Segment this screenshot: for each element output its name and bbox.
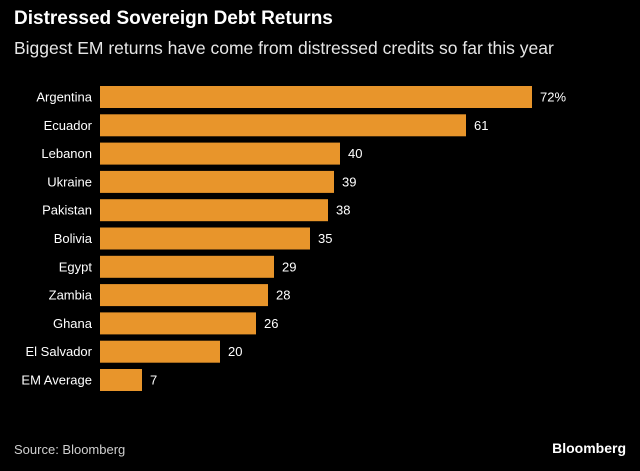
value-label: 40 [348, 146, 362, 161]
bar [100, 86, 532, 108]
category-label: Ukraine [47, 174, 92, 189]
value-label: 20 [228, 344, 242, 359]
bar [100, 227, 310, 250]
bar [100, 284, 268, 307]
category-label: Egypt [59, 259, 93, 274]
category-label: Argentina [36, 90, 92, 105]
bar-chart: Argentina 72% Ecuador 61 Lebanon 40 Ukraine 39 P… [21, 86, 566, 391]
value-label: 29 [282, 259, 296, 274]
bar [100, 312, 256, 335]
chart-title: Distressed Sovereign Debt Returns [14, 8, 333, 29]
value-label: 7 [150, 373, 157, 388]
category-label: EM Average [21, 373, 92, 388]
category-label: Bolivia [54, 231, 93, 246]
category-label: Pakistan [42, 203, 92, 218]
bar [100, 114, 466, 137]
value-label: 35 [318, 231, 332, 246]
category-label: Ghana [53, 316, 93, 331]
bar [100, 369, 142, 391]
bar [100, 199, 328, 222]
value-label: 38 [336, 203, 350, 218]
bar [100, 170, 334, 193]
value-label: 72% [540, 90, 566, 105]
value-label: 26 [264, 316, 278, 331]
category-label: El Salvador [26, 344, 93, 359]
value-label: 39 [342, 174, 356, 189]
bar [100, 340, 220, 363]
category-label: Zambia [49, 288, 93, 303]
bloomberg-logo: Bloomberg [552, 440, 626, 456]
bar [100, 255, 274, 278]
value-label: 28 [276, 288, 290, 303]
value-label: 61 [474, 118, 488, 133]
chart-subtitle: Biggest EM returns have come from distre… [14, 38, 554, 58]
category-label: Lebanon [41, 146, 92, 161]
bar [100, 142, 340, 165]
source-note: Source: Bloomberg [14, 442, 126, 457]
category-label: Ecuador [44, 118, 93, 133]
